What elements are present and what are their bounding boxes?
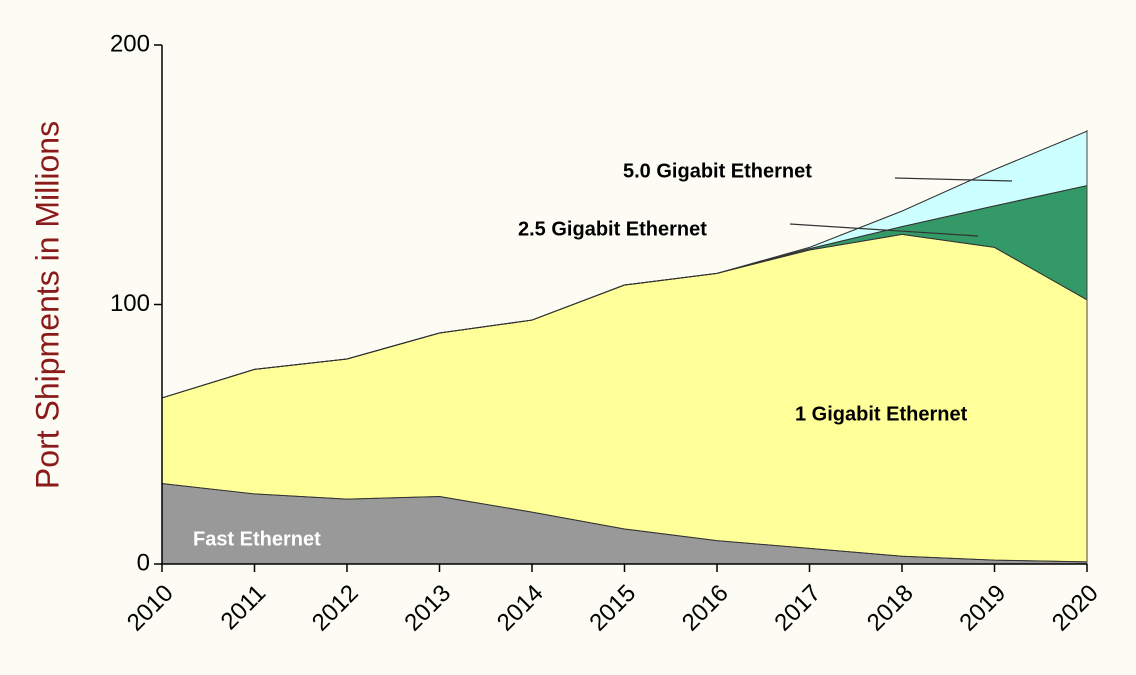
x-tick-label: 2018 [862,580,919,637]
leader-line [789,223,979,237]
x-tick-label: 2020 [1047,580,1104,637]
y-tick-label: 200 [110,30,150,57]
series-label: 2.5 Gigabit Ethernet [518,218,707,240]
y-tick-label: 100 [110,290,150,317]
y-tick-label: 0 [137,549,150,576]
x-tick-label: 2010 [122,580,179,637]
series-label: 1 Gigabit Ethernet [795,403,968,425]
leader-line [894,177,1013,182]
y-axis-label: Port Shipments in Millions [29,121,65,489]
x-tick-label: 2012 [307,580,364,637]
x-tick-label: 2016 [677,580,734,637]
area-edge [161,483,1088,563]
series-label: Fast Ethernet [193,528,321,550]
area-edge [161,130,1088,399]
x-tick-label: 2015 [584,580,641,637]
x-tick-label: 2013 [399,580,456,637]
x-tick-label: 2014 [492,580,549,637]
x-tick-label: 2017 [769,580,826,637]
series-label: 5.0 Gigabit Ethernet [623,160,812,182]
x-tick-label: 2011 [216,580,272,636]
x-tick-label: 2019 [954,580,1011,637]
